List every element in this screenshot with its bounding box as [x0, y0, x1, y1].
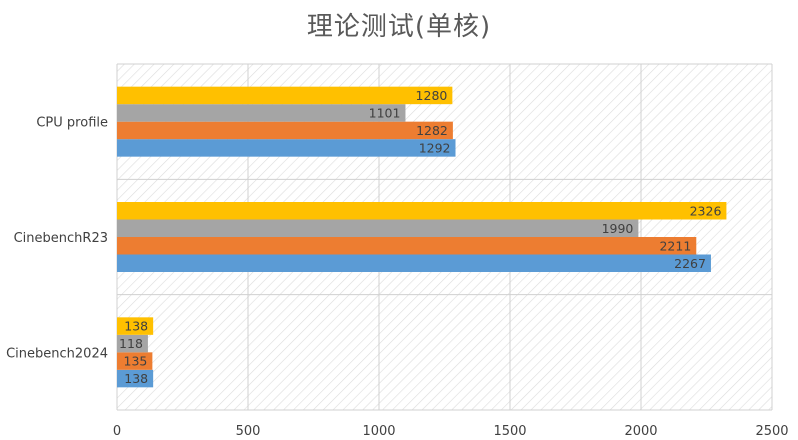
bars [117, 86, 727, 388]
bar [117, 334, 148, 353]
data-label: 138 [124, 319, 148, 334]
data-label: 135 [124, 354, 148, 369]
bar [117, 121, 453, 140]
bar [117, 202, 727, 220]
data-label: 1280 [416, 88, 448, 103]
x-tick-label: 1500 [493, 424, 526, 439]
x-tick-label: 500 [236, 424, 261, 439]
data-label: 1282 [416, 123, 448, 138]
bar [117, 219, 639, 237]
x-tick-label: 1000 [362, 424, 395, 439]
bar [117, 254, 711, 272]
data-label: 2211 [659, 238, 691, 253]
data-label: 2326 [690, 203, 722, 218]
bar [117, 352, 153, 370]
data-label: 2267 [674, 256, 706, 271]
data-label: 118 [119, 336, 143, 351]
chart-title: 理论测试(单核) [306, 12, 492, 42]
bar [117, 317, 154, 335]
x-tick-label: 2000 [624, 424, 657, 439]
labels: 0 500 1000 1500 2000 2500 CPU profile 1292 1282 1… [6, 88, 788, 439]
bar [117, 369, 154, 388]
bar [117, 139, 456, 157]
category-label: CinebenchR23 [14, 231, 108, 246]
bar [117, 237, 697, 255]
x-tick-label: 0 [113, 424, 121, 439]
data-label: 1990 [602, 221, 634, 236]
category-label: Cinebench2024 [6, 346, 108, 361]
bar [117, 86, 453, 105]
category-label: CPU profile [36, 116, 108, 131]
x-tick-label: 2500 [755, 424, 788, 439]
data-label: 1101 [369, 105, 401, 120]
data-label: 1292 [419, 140, 451, 155]
bar [117, 104, 406, 122]
data-label: 138 [124, 371, 148, 386]
